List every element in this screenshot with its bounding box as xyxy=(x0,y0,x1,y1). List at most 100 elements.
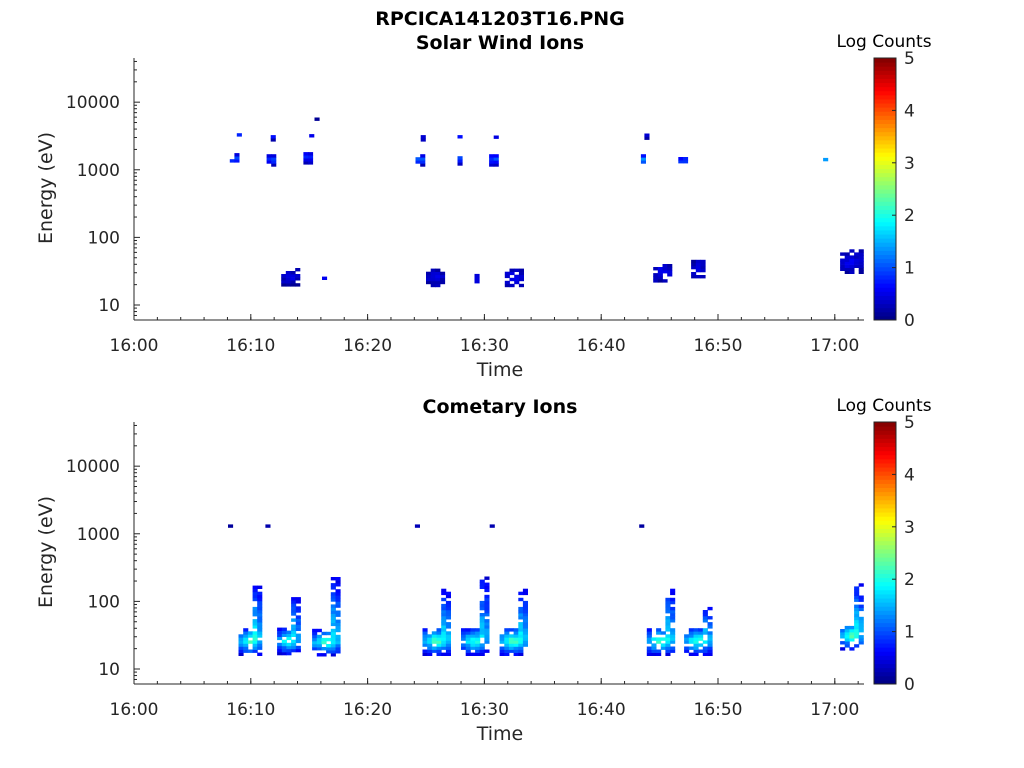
heatmap-cell xyxy=(270,135,276,139)
heatmap-cell xyxy=(858,638,864,642)
heatmap-cell xyxy=(330,583,336,587)
colorbar-segment xyxy=(874,479,896,484)
heatmap-cell xyxy=(513,634,519,638)
heatmap-cell xyxy=(335,610,341,614)
heatmap-cell xyxy=(257,603,263,608)
heatmap-cell xyxy=(426,274,432,279)
heatmap-cell xyxy=(665,622,671,626)
colorbar-segment xyxy=(874,675,896,681)
heatmap-cell xyxy=(698,637,704,641)
heatmap-cell xyxy=(844,629,850,633)
heatmap-cell xyxy=(683,157,689,161)
heatmap-cell xyxy=(484,637,490,641)
heatmap-cell xyxy=(441,646,447,650)
heatmap-cell xyxy=(479,616,485,620)
solar-wind-panel: Solar Wind Ions Log Counts Time Energy (… xyxy=(35,32,932,381)
heatmap-cell xyxy=(308,161,314,165)
heatmap-cell xyxy=(285,283,291,287)
heatmap-cell xyxy=(257,640,263,644)
heatmap-cell xyxy=(252,625,258,629)
heatmap-cell xyxy=(291,633,297,637)
heatmap-cell xyxy=(316,653,322,657)
heatmap-cell xyxy=(518,649,524,653)
heatmap-cell xyxy=(854,604,860,608)
heatmap-cell xyxy=(440,274,446,279)
heatmap-cell xyxy=(470,628,476,632)
colorbar-segment xyxy=(874,74,896,79)
heatmap-cell xyxy=(436,634,442,638)
heatmap-cell xyxy=(493,163,499,167)
heatmap-cell xyxy=(518,628,524,632)
heatmap-cell xyxy=(667,267,673,271)
heatmap-cell xyxy=(700,268,706,273)
colorbar-segment xyxy=(874,156,896,161)
heatmap-cell xyxy=(335,577,341,581)
heatmap-cell xyxy=(849,632,855,636)
heatmap-cell xyxy=(427,649,433,653)
heatmap-cell xyxy=(840,267,846,271)
heatmap-cell xyxy=(670,631,676,635)
heatmap-cell xyxy=(849,261,855,265)
heatmap-cell xyxy=(662,264,668,268)
heatmap-cell xyxy=(688,637,694,641)
heatmap-cell xyxy=(508,646,514,650)
heatmap-cell xyxy=(858,622,864,627)
heatmap-cell xyxy=(257,628,263,632)
heatmap-cell xyxy=(257,619,263,623)
heatmap-cell xyxy=(656,652,662,656)
heatmap-cell xyxy=(653,267,659,271)
heatmap-cell xyxy=(670,634,676,638)
heatmap-cell xyxy=(688,628,694,632)
heatmap-cell xyxy=(854,255,860,259)
heatmap-cell xyxy=(854,644,860,648)
heatmap-cell xyxy=(691,262,697,267)
heatmap-cell xyxy=(445,652,451,656)
colorbar-segment xyxy=(874,242,896,247)
heatmap-cell xyxy=(335,637,341,642)
heatmap-cell xyxy=(707,634,713,638)
heatmap-cell xyxy=(665,619,671,623)
heatmap-cell xyxy=(670,591,676,596)
heatmap-cell xyxy=(651,643,657,647)
y-tick-label: 1000 xyxy=(77,161,120,181)
heatmap-cell xyxy=(665,643,671,647)
colorbar-segment xyxy=(874,258,896,264)
colorbar-segment xyxy=(874,229,896,235)
heatmap-cell xyxy=(314,117,320,121)
heatmap-cell xyxy=(514,280,520,285)
heatmap-cell xyxy=(474,273,480,278)
heatmap-cell xyxy=(252,622,258,626)
heatmap-cell xyxy=(484,631,490,635)
heatmap-cell xyxy=(840,258,846,262)
heatmap-cell xyxy=(427,643,433,647)
colorbar-segment xyxy=(874,532,896,538)
heatmap-cell xyxy=(499,634,505,638)
heatmap-cell xyxy=(308,158,314,162)
heatmap-cell xyxy=(479,622,485,626)
heatmap-cell xyxy=(470,631,476,635)
heatmap-cell xyxy=(414,524,420,528)
heatmap-cell xyxy=(441,613,447,617)
colorbar-segment xyxy=(874,422,896,427)
colorbar-segment xyxy=(874,446,896,452)
heatmap-cell xyxy=(509,277,515,282)
heatmap-cell xyxy=(335,604,341,608)
heatmap-cell xyxy=(457,156,463,160)
heatmap-cell xyxy=(252,637,258,641)
heatmap-cell xyxy=(257,610,263,614)
heatmap-cell xyxy=(475,643,481,647)
colorbar-segment xyxy=(874,209,896,215)
heatmap-cell xyxy=(316,628,322,633)
heatmap-cell xyxy=(518,268,524,272)
heatmap-cell xyxy=(445,631,451,635)
colorbar-segment xyxy=(874,111,896,116)
heatmap-cell xyxy=(702,619,708,623)
heatmap-cell xyxy=(316,634,322,639)
colorbar-tick-label: 3 xyxy=(904,154,915,174)
heatmap-cell xyxy=(441,603,447,608)
heatmap-cell xyxy=(271,160,277,164)
colorbar-segment xyxy=(874,283,896,288)
heatmap-cell xyxy=(238,649,244,653)
heatmap-cell xyxy=(644,136,650,140)
heatmap-cell xyxy=(330,598,336,602)
